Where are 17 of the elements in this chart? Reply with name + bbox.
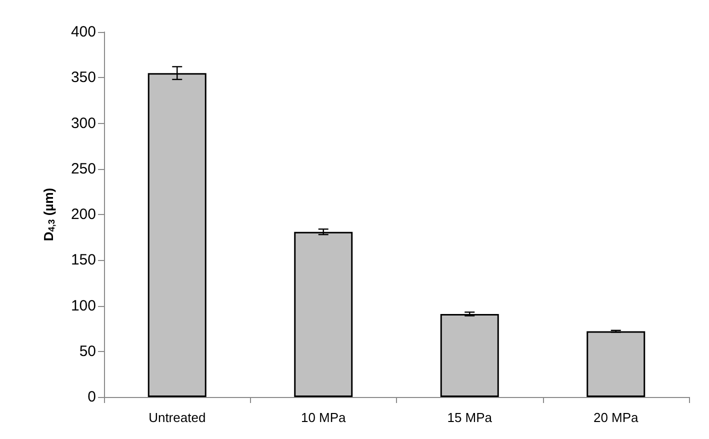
y-tick-label: 150 xyxy=(70,252,96,269)
y-tick-label: 50 xyxy=(79,342,96,360)
y-tick-label: 200 xyxy=(70,206,96,223)
x-tick-label: 15 MPa xyxy=(447,410,493,425)
y-tick-label: 300 xyxy=(70,114,96,132)
x-tick-label: 10 MPa xyxy=(300,410,347,425)
bar xyxy=(294,232,353,397)
y-tick-label: 100 xyxy=(70,297,96,314)
x-tick-label: 20 MPa xyxy=(593,410,640,425)
y-axis-title: D4,3 (µm) xyxy=(41,188,56,242)
y-tick-label: 0 xyxy=(88,388,96,406)
bar xyxy=(586,331,646,397)
bar xyxy=(440,314,499,397)
y-tick-label: 250 xyxy=(70,160,96,178)
y-tick-label: 400 xyxy=(70,24,96,40)
y-tick-label: 350 xyxy=(70,69,96,86)
x-tick-label: Untreated xyxy=(148,410,206,425)
